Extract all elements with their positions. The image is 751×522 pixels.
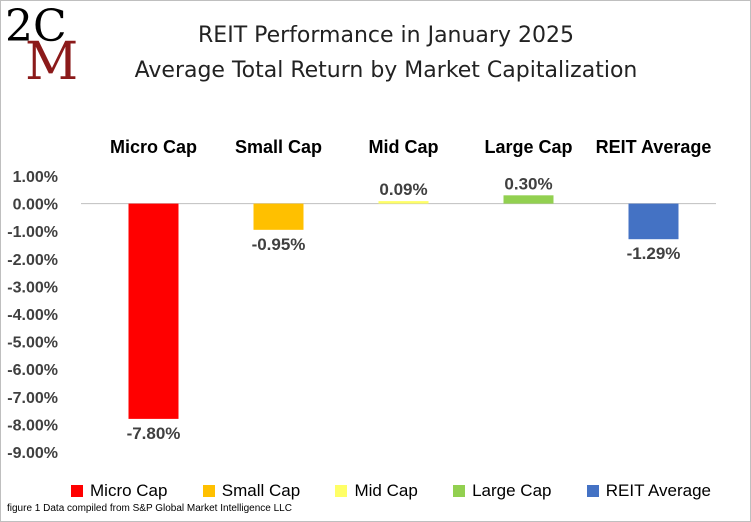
bar bbox=[128, 203, 179, 419]
category-label: Mid Cap bbox=[369, 137, 439, 157]
y-tick-label: -9.00% bbox=[7, 445, 58, 462]
category-label: Micro Cap bbox=[110, 137, 197, 157]
plot-area: 1.00% 0.00% -1.00% -2.00% -3.00% -4.00% -5.00%… bbox=[7, 137, 716, 462]
data-label: -0.95% bbox=[252, 235, 306, 254]
y-tick-label: -1.00% bbox=[7, 224, 58, 241]
bar bbox=[378, 201, 429, 204]
y-tick-label: -5.00% bbox=[7, 335, 58, 352]
legend-label: Mid Cap bbox=[354, 481, 418, 500]
data-label: -7.80% bbox=[127, 424, 181, 443]
category-label: Small Cap bbox=[235, 137, 322, 157]
y-tick-label: 1.00% bbox=[13, 169, 58, 186]
bar bbox=[253, 203, 304, 230]
legend-swatch bbox=[453, 485, 466, 497]
y-tick-label: -6.00% bbox=[7, 362, 58, 379]
chart-title: REIT Performance in January 2025 bbox=[198, 23, 574, 48]
y-tick-label: -7.00% bbox=[7, 390, 58, 407]
y-tick-label: -4.00% bbox=[7, 307, 58, 324]
legend-label: Small Cap bbox=[221, 481, 301, 500]
legend-item: Micro Cap bbox=[71, 481, 167, 501]
chart-subtitle: Average Total Return by Market Capitaliz… bbox=[134, 58, 638, 83]
data-label: -1.29% bbox=[627, 244, 681, 263]
legend: Micro Cap Small Cap Mid Cap Large Cap REIT A… bbox=[71, 481, 711, 501]
y-tick-label: -3.00% bbox=[7, 279, 58, 296]
data-label: 0.09% bbox=[379, 180, 427, 199]
legend-swatch bbox=[335, 485, 348, 497]
category-label: REIT Average bbox=[596, 137, 712, 157]
logo: 2C M bbox=[5, 3, 78, 81]
data-label: 0.30% bbox=[504, 174, 552, 193]
legend-item: Small Cap bbox=[202, 481, 301, 501]
bar bbox=[503, 195, 554, 204]
legend-label: Large Cap bbox=[472, 481, 552, 500]
logo-text-main: M bbox=[25, 32, 78, 81]
legend-item: REIT Average bbox=[586, 481, 711, 501]
legend-item: Large Cap bbox=[453, 481, 551, 501]
legend-swatch bbox=[202, 485, 215, 497]
legend-swatch bbox=[586, 485, 599, 497]
legend-item: Mid Cap bbox=[335, 481, 418, 501]
legend-label: REIT Average bbox=[605, 481, 711, 500]
y-tick-label: -2.00% bbox=[7, 252, 58, 269]
legend-swatch bbox=[71, 485, 83, 497]
legend-label: Micro Cap bbox=[90, 481, 168, 500]
figure-caption: figure 1 Data compiled from S&P Global M… bbox=[7, 503, 292, 514]
logo-text-top: 2C bbox=[5, 3, 67, 52]
y-tick-label: -8.00% bbox=[7, 417, 58, 434]
category-label: Large Cap bbox=[484, 137, 572, 157]
bar bbox=[628, 203, 679, 240]
y-tick-label: 0.00% bbox=[13, 197, 58, 214]
